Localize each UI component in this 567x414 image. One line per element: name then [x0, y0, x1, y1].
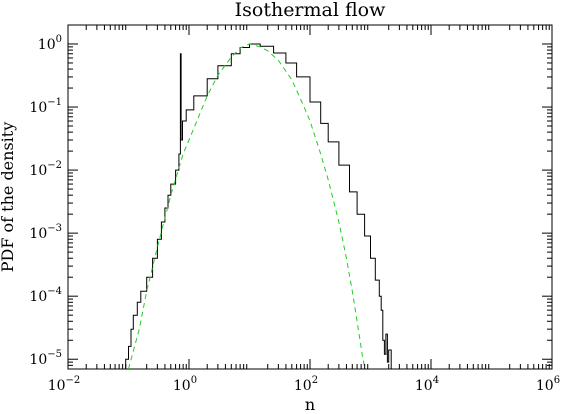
series-histogram-line: [115, 43, 547, 370]
x-tick-label: 10−2: [48, 375, 81, 394]
series-dashed-fit-line: [128, 43, 366, 370]
y-tick-label: 10−4: [29, 286, 62, 305]
y-tick-label: 10−3: [29, 223, 62, 242]
y-tick-labels: 10−5 10−4 10−3 10−2 10−1 100: [29, 34, 62, 368]
x-tick-labels: 10−2 100 102 104 106: [48, 375, 560, 394]
y-axis-label: PDF of the density: [0, 122, 17, 273]
y-tick-label: 10−2: [29, 160, 62, 179]
y-tick-label: 10−5: [29, 349, 62, 368]
y-tick-label: 10−1: [29, 97, 62, 116]
x-tick-label: 102: [294, 375, 318, 394]
x-tick-label: 104: [415, 375, 439, 394]
x-tick-label: 106: [536, 375, 560, 394]
x-tick-label: 100: [173, 375, 197, 394]
ticks-layer: [67, 24, 553, 370]
y-tick-label: 100: [38, 34, 62, 53]
series-layer: [115, 43, 547, 370]
x-axis-label: n: [305, 395, 315, 414]
chart-title: Isothermal flow: [235, 0, 386, 21]
